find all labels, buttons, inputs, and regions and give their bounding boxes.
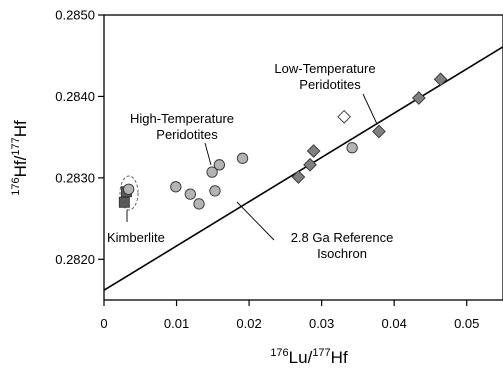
data-point-circle	[206, 166, 218, 178]
data-point-circle	[193, 198, 205, 210]
data-point-circle	[213, 159, 225, 171]
data-point-square	[118, 196, 130, 208]
y-axis-title-sup2: 177	[10, 137, 22, 155]
y-tick-label: 0.2830	[55, 170, 95, 185]
kimberlite-group-ellipse	[119, 175, 139, 211]
isochron-label-line1: 2.8 Ga Reference	[291, 230, 394, 245]
x-axis-title-tail: Hf	[331, 348, 348, 367]
data-point-circle	[236, 152, 249, 164]
y-axis-ticks: 0.2820 0.2830 0.2840 0.2850	[55, 8, 104, 267]
plot-frame	[103, 14, 503, 301]
data-point-circle	[184, 188, 196, 200]
annotation-high-temp-line1: High-Temperature	[130, 111, 234, 126]
isochron-label-line2: Isochron	[317, 246, 367, 261]
reference-isochron-line	[103, 46, 503, 291]
y-axis-title: 176Hf/177Hf	[10, 120, 30, 196]
data-point-diamond	[291, 170, 306, 184]
y-axis-title-main: Hf/	[11, 155, 30, 177]
data-point-diamond	[412, 91, 426, 105]
annotation-high-temp-line2: Peridotites	[156, 127, 218, 142]
y-tick-label: 0.2850	[55, 8, 95, 23]
data-point-diamond	[306, 144, 321, 158]
data-point-diamond	[372, 124, 386, 139]
leader-line-low-temp	[362, 93, 378, 125]
x-axis-title-sup2: 177	[312, 347, 330, 359]
x-tick-label: 0	[100, 316, 107, 331]
data-points	[118, 72, 448, 210]
leader-line-isochron	[236, 201, 275, 241]
data-point-diamond	[303, 157, 317, 172]
x-axis-title-main: Lu/	[289, 348, 313, 367]
x-axis-ticks: 0 0.01 0.02 0.03 0.04 0.05	[100, 300, 479, 331]
annotation-low-temp-line2: Peridotites	[299, 77, 361, 92]
annotation-low-temp-line1: Low-Temperature	[274, 61, 375, 76]
x-tick-label: 0.01	[164, 316, 189, 331]
data-point-open-diamond	[337, 109, 351, 124]
x-tick-label: 0.04	[382, 316, 407, 331]
x-tick-label: 0.03	[309, 316, 334, 331]
leader-line-high-temp	[204, 142, 212, 166]
x-axis-title: 176Lu/177Hf	[270, 347, 348, 367]
y-axis-title-tail: Hf	[11, 120, 30, 137]
y-tick-label: 0.2820	[55, 252, 95, 267]
x-tick-label: 0.05	[454, 316, 479, 331]
data-point-circle	[209, 185, 221, 197]
data-point-circle	[123, 183, 135, 195]
data-point-circle	[346, 142, 358, 154]
annotation-kimberlite: Kimberlite	[107, 230, 165, 245]
x-axis-title-sup1: 176	[270, 347, 288, 359]
data-point-diamond	[433, 72, 448, 87]
y-axis-title-sup1: 176	[10, 177, 22, 195]
x-tick-label: 0.02	[236, 316, 261, 331]
data-point-circle	[170, 181, 182, 193]
y-tick-label: 0.2840	[55, 89, 95, 104]
